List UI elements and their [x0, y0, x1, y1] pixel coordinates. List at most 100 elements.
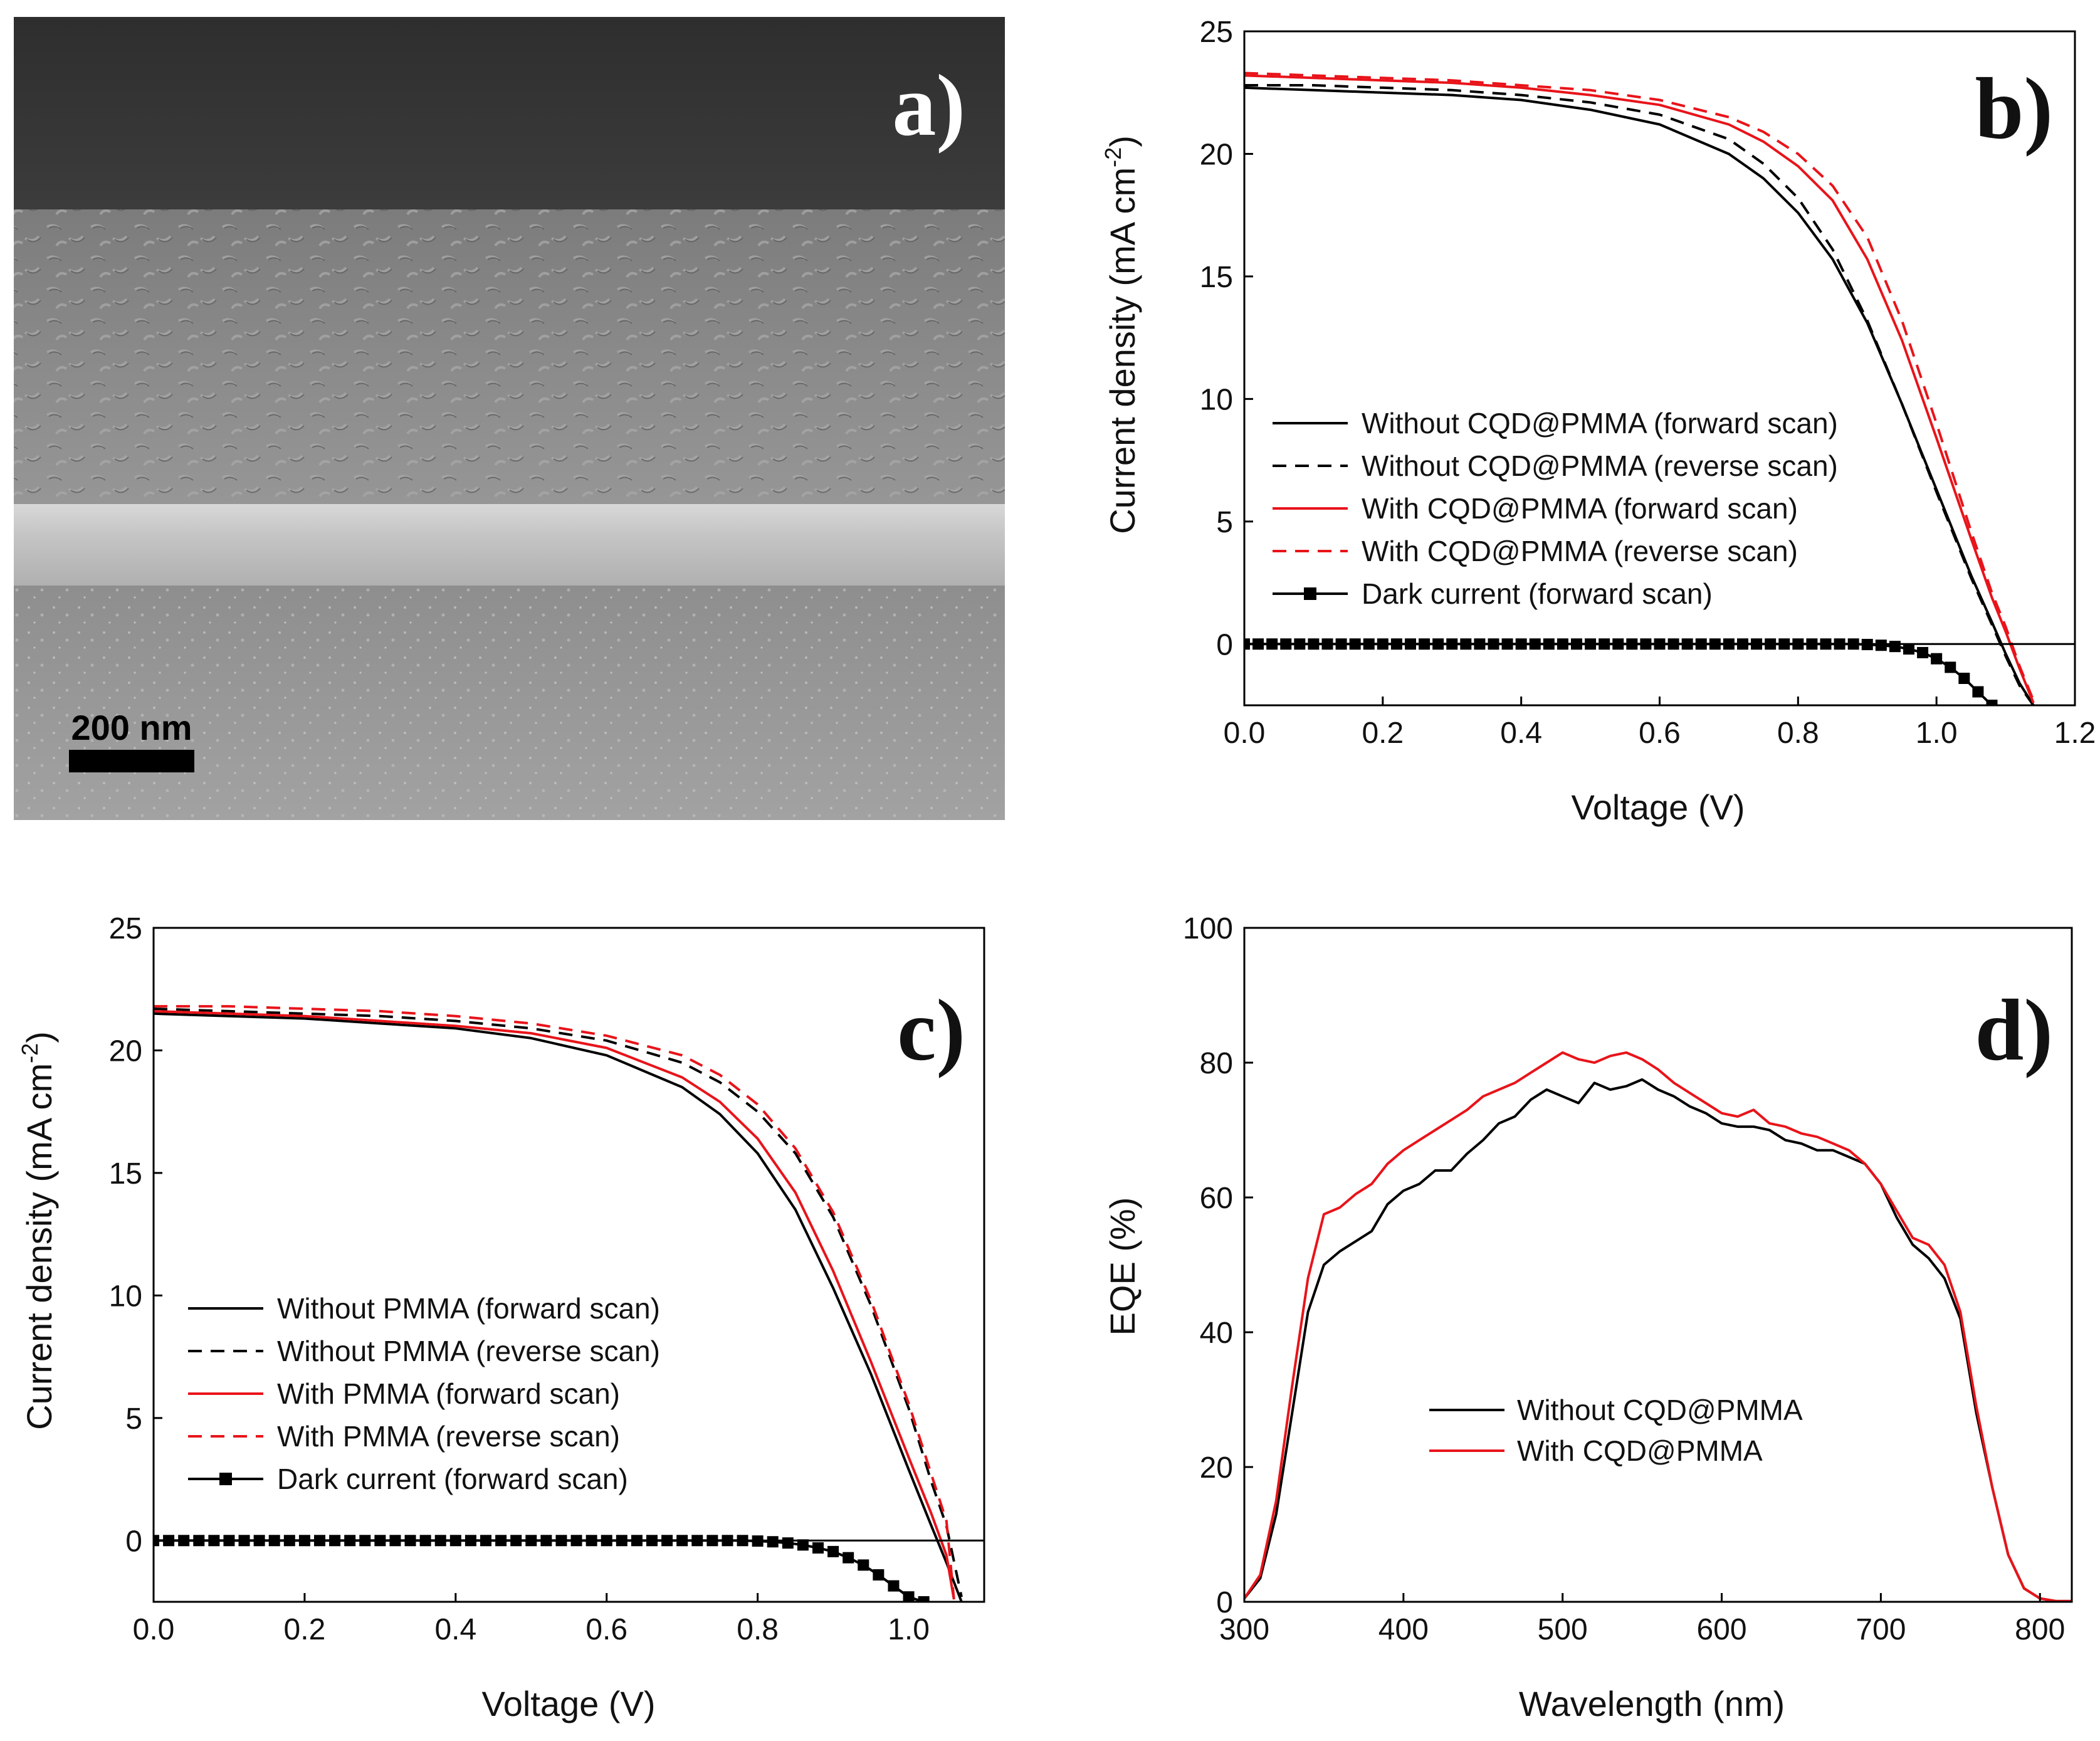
chart-b-ytick-label: 25	[1200, 16, 1233, 49]
chart-b-ticks: 0.0 0.2 0.4 0.6 0.8 1.0 1.2 0 5 10 15 20 25	[1200, 16, 2096, 750]
legend-d-label-1: Without CQD@PMMA	[1517, 1394, 1803, 1426]
chart-c-xtick-label: 0.8	[737, 1613, 779, 1646]
legend-b-label-3: With CQD@PMMA (forward scan)	[1362, 492, 1798, 525]
chart-c-ytick-label: 5	[125, 1402, 142, 1436]
chart-b-dark-marker	[1875, 639, 1887, 651]
chart-b-legend: Without CQD@PMMA (forward scan) Without …	[1273, 407, 1838, 610]
chart-d-ytick-label: 60	[1200, 1182, 1233, 1215]
chart-c: 0.0 0.2 0.4 0.6 0.8 1.0 0 5 10 15 20 25 Voltage (V)…	[17, 912, 985, 1723]
chart-c-ytick-label: 15	[109, 1157, 142, 1191]
chart-b-panel-label: b)	[1975, 60, 2053, 157]
chart-b-xtick-label: 0.4	[1500, 717, 1542, 750]
chart-b-plot-area	[1244, 71, 2035, 705]
chart-b-dark-marker	[1958, 673, 1970, 684]
chart-d-frame	[1243, 927, 2073, 1603]
legend-c-label-4: With PMMA (reverse scan)	[277, 1420, 620, 1453]
legend-b-label-1: Without CQD@PMMA (forward scan)	[1362, 407, 1838, 439]
legend-c-marker-5	[219, 1473, 232, 1485]
sem-mesoporous-layer	[14, 504, 1005, 586]
chart-c-ticks: 0.0 0.2 0.4 0.6 0.8 1.0 0 5 10 15 20 25	[109, 912, 930, 1646]
chart-c-xtick-label: 0.6	[585, 1613, 627, 1646]
chart-b-series-line-1	[1244, 86, 2035, 705]
chart-b-dark-marker	[1972, 686, 1984, 698]
chart-c-dark-marker	[797, 1539, 809, 1551]
chart-c-series-line-4	[154, 1005, 955, 1600]
chart-d: 300 400 500 600 700 800 0 20 40 60 80 100 Wavelengt…	[1103, 912, 2073, 1723]
chart-d-ytick-label: 40	[1200, 1317, 1233, 1350]
legend-b-label-5: Dark current (forward scan)	[1362, 577, 1713, 610]
chart-d-ytick-label: 20	[1200, 1451, 1233, 1485]
chart-d-legend: Without CQD@PMMA With CQD@PMMA	[1429, 1394, 1803, 1467]
legend-c-label-2: Without PMMA (reverse scan)	[277, 1335, 660, 1367]
chart-b-xtick-label: 0.8	[1777, 717, 1819, 750]
chart-c-ytick-label: 25	[109, 912, 142, 945]
sem-top-layer	[14, 17, 1005, 209]
panel-a-label: a)	[892, 57, 965, 154]
chart-d-series-group	[1244, 1051, 2072, 1602]
chart-c-dark-marker	[827, 1545, 839, 1557]
chart-c-xlabel: Voltage (V)	[481, 1684, 655, 1723]
chart-b-ylabel: Current density (mA cm-2)	[1100, 135, 1142, 534]
chart-c-xtick-label: 1.0	[888, 1613, 930, 1646]
chart-d-ylabel: EQE (%)	[1103, 1197, 1142, 1336]
chart-c-ytick-label: 20	[109, 1034, 142, 1068]
chart-d-panel-label: d)	[1975, 982, 2053, 1079]
legend-b-label-4: With CQD@PMMA (reverse scan)	[1362, 535, 1798, 567]
chart-b-dark-marker	[1903, 643, 1914, 655]
chart-b-dark-marker	[1889, 641, 1901, 653]
chart-b-series-line-4	[1244, 71, 2035, 701]
chart-c-dark-marker	[767, 1536, 779, 1548]
scale-bar-label: 200 nm	[71, 708, 192, 747]
chart-d-series-line-2	[1244, 1051, 2072, 1602]
legend-c-label-5: Dark current (forward scan)	[277, 1463, 628, 1495]
chart-c-dark-marker	[782, 1537, 794, 1549]
chart-b-dark-marker	[1945, 661, 1956, 673]
chart-b-xtick-label: 1.2	[2054, 717, 2096, 750]
chart-b-ytick-label: 5	[1216, 506, 1233, 539]
legend-b-label-2: Without CQD@PMMA (reverse scan)	[1362, 450, 1838, 482]
chart-d-ytick-label: 100	[1183, 912, 1233, 945]
legend-c-label-1: Without PMMA (forward scan)	[277, 1292, 660, 1325]
sem-substrate-texture	[14, 586, 1005, 820]
legend-b-marker-5	[1304, 587, 1316, 600]
legend-d-label-2: With CQD@PMMA	[1517, 1434, 1763, 1467]
chart-d-series-line-1	[1244, 1078, 2072, 1602]
chart-b-ytick-label: 0	[1216, 628, 1233, 661]
chart-b: 0.0 0.2 0.4 0.6 0.8 1.0 1.2 0 5 10 15 20 25 Voltage …	[1100, 16, 2096, 827]
chart-b-xtick-label: 0.0	[1224, 717, 1266, 750]
chart-b-xtick-label: 1.0	[1916, 717, 1958, 750]
legend-c-label-3: With PMMA (forward scan)	[277, 1377, 620, 1410]
chart-b-series-line-5	[1244, 643, 1993, 705]
chart-b-dark-marker	[1931, 653, 1943, 665]
panel-a-sem-image: a) 200 nm	[13, 16, 1006, 821]
chart-c-series-line-1	[154, 1012, 963, 1602]
chart-c-dark-marker	[888, 1580, 900, 1592]
chart-c-dark-marker	[918, 1596, 930, 1602]
chart-b-series-line-2	[1244, 84, 2035, 705]
chart-c-xtick-label: 0.4	[434, 1613, 476, 1646]
chart-c-dark-marker	[873, 1569, 885, 1581]
chart-c-xtick-label: 0.0	[133, 1613, 175, 1646]
chart-d-ticks: 300 400 500 600 700 800 0 20 40 60 80 100	[1183, 912, 2065, 1646]
sem-grain-texture	[14, 209, 1005, 504]
chart-d-xtick-label: 500	[1538, 1613, 1588, 1646]
chart-d-xtick-label: 700	[1856, 1613, 1906, 1646]
chart-c-ytick-label: 10	[109, 1280, 142, 1313]
chart-b-series-line-3	[1244, 74, 2035, 703]
chart-c-series-line-2	[154, 1007, 963, 1597]
chart-b-ytick-label: 20	[1200, 138, 1233, 171]
chart-c-ytick-label: 0	[125, 1525, 142, 1558]
chart-b-xtick-label: 0.2	[1362, 717, 1404, 750]
chart-b-xtick-label: 0.6	[1639, 717, 1681, 750]
chart-c-dark-marker	[812, 1542, 824, 1554]
chart-b-dark-marker	[1986, 700, 1998, 705]
chart-c-ylabel: Current density (mA cm-2)	[17, 1031, 59, 1430]
chart-d-plot-area	[1244, 1051, 2072, 1602]
chart-b-dark-marker	[1917, 646, 1929, 658]
chart-d-xtick-label: 300	[1219, 1613, 1269, 1646]
scale-bar	[69, 750, 194, 772]
chart-c-frame	[152, 927, 985, 1603]
chart-b-xlabel: Voltage (V)	[1571, 787, 1745, 827]
chart-c-dark-marker	[843, 1552, 854, 1564]
